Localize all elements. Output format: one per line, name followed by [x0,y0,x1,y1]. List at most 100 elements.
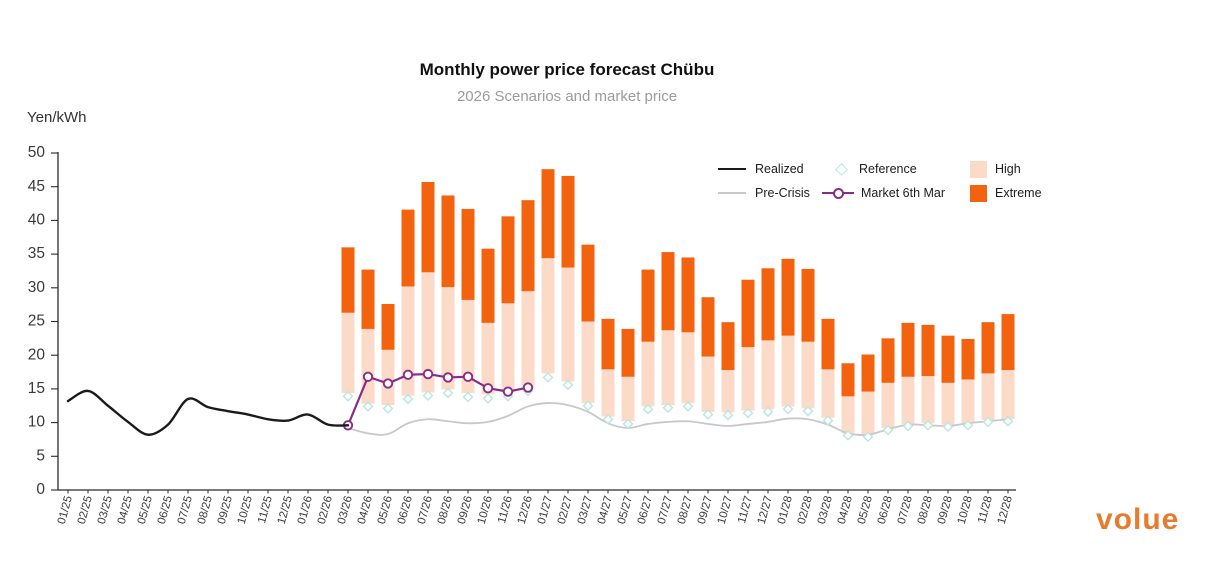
legend-label: Market 6th Mar [861,186,946,200]
reference-diamond-marker [902,420,914,432]
y-tick-label: 0 [36,481,45,498]
x-tick-label: 12/27 [756,495,775,526]
bar-high-02/27 [561,267,575,382]
x-tick-label: 09/28 [936,495,955,526]
bar-extreme-10/28 [961,339,975,380]
bar-extreme-08/28 [921,324,935,377]
x-tick-label: 08/25 [196,495,215,526]
x-tick-label: 08/28 [916,495,935,526]
bar-extreme-08/26 [441,195,455,288]
reference-diamond-icon [835,162,848,176]
reference-diamond-marker [982,416,994,428]
bar-extreme-07/28 [901,322,915,377]
y-tick-label: 30 [28,279,46,296]
x-tick-label: 09/26 [456,495,475,526]
bar-extreme-09/27 [701,297,715,357]
bar-high-04/26 [361,328,375,404]
x-tick-label: 11/25 [256,495,275,525]
bars-layer [341,169,1015,435]
x-tick-label: 05/25 [136,495,155,526]
legend-item-realized: Realized [718,159,804,179]
bar-high-06/26 [401,286,415,396]
bar-extreme-06/27 [641,269,655,342]
bar-high-03/28 [821,369,835,418]
reference-diamond-marker [462,391,474,403]
bar-extreme-05/28 [861,354,875,392]
x-tick-label: 06/26 [396,495,415,526]
x-tick-label: 10/26 [476,495,495,526]
y-tick-label: 45 [28,178,45,195]
page-subtitle: 2026 Scenarios and market price [456,88,678,105]
reference-diamond-marker [642,403,654,415]
legend-item-market: Market 6th Mar [822,183,945,203]
bar-extreme-01/28 [781,258,795,336]
x-tick-label: 07/28 [896,495,915,526]
bar-extreme-11/26 [501,216,515,304]
pre-crisis-line [347,402,1009,436]
bar-extreme-07/26 [421,181,435,273]
bar-high-08/27 [681,332,695,404]
bar-high-11/26 [501,303,515,393]
x-tick-label: 03/27 [576,495,595,526]
bar-extreme-04/26 [361,269,375,329]
legend-label: Realized [755,162,804,176]
bar-high-08/28 [921,376,935,424]
market-line-swatch [822,187,854,199]
bar-extreme-11/27 [741,279,755,348]
x-tick-label: 08/26 [436,495,455,526]
x-tick-label: 12/26 [516,495,535,526]
reference-diamond-marker [602,413,614,425]
bar-high-04/28 [841,396,855,434]
x-tick-label: 04/25 [116,495,135,526]
market-circle-marker [382,378,394,389]
x-tick-label: 10/27 [716,495,735,526]
x-tick-label: 05/28 [856,495,875,526]
x-tick-label: 06/27 [636,495,655,526]
y-tick-label: 20 [28,346,46,363]
bar-extreme-04/27 [601,318,615,370]
bar-extreme-09/28 [941,335,955,383]
bar-high-05/27 [621,376,635,422]
reference-diamond-marker [382,403,394,414]
x-tick-label: 07/27 [656,495,675,526]
x-tick-label: 02/28 [796,495,815,526]
y-tick-label: 5 [36,447,45,464]
x-tick-label: 02/25 [76,495,95,526]
bar-high-03/26 [341,312,355,393]
bar-extreme-08/27 [681,257,695,333]
bar-high-09/28 [941,382,955,425]
market-circle-marker [402,369,414,380]
bar-high-07/28 [901,376,915,424]
reference-diamond-marker [442,387,454,399]
reference-diamond-marker [542,372,554,383]
high-swatch [970,160,987,178]
x-tick-label: 01/27 [536,495,555,526]
reference-diamond-marker [362,401,374,412]
market-line [346,372,529,426]
x-tick-label: 01/28 [776,495,795,526]
reference-diamond-marker [622,418,634,430]
bar-high-04/27 [601,369,615,417]
bar-high-12/26 [521,291,535,388]
legend-label: High [995,162,1021,176]
legend-item-pre-crisis: Pre-Crisis [718,183,810,203]
x-tick-label: 01/26 [296,495,315,526]
bar-extreme-05/27 [621,328,635,377]
x-tick-label: 08/27 [676,495,695,526]
x-tick-label: 12/28 [996,495,1015,526]
bar-high-01/28 [781,335,795,407]
bar-high-10/27 [721,370,735,413]
y-tick-label: 40 [28,211,46,228]
bar-high-10/26 [481,322,495,395]
bar-extreme-02/27 [561,175,575,268]
reference-diamond-marker [882,424,894,436]
reference-diamond-marker [922,419,934,431]
reference-diamond-marker [422,390,434,402]
bar-extreme-09/26 [461,208,475,300]
bar-high-02/28 [801,341,815,409]
reference-diamond-marker [802,405,814,417]
bar-extreme-12/27 [761,268,775,341]
legend-label: Pre-Crisis [755,186,810,200]
